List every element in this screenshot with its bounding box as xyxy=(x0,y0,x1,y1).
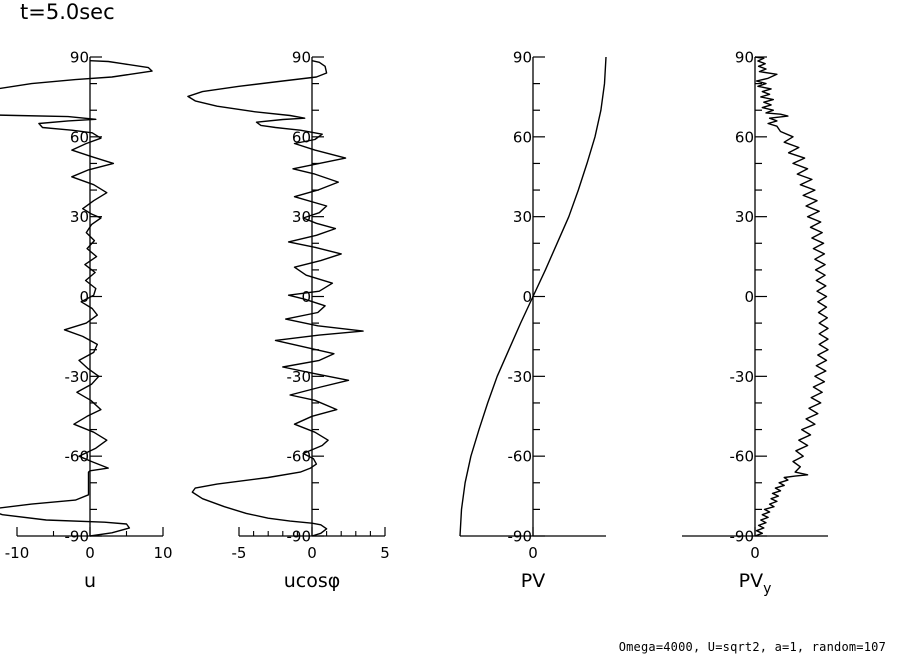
x-axis-title-ucos: ucosφ xyxy=(284,570,341,592)
y-tick-label-ucos: 0 xyxy=(301,288,311,306)
x-tick-label-u: 10 xyxy=(153,544,172,562)
series-line-ucos xyxy=(187,60,364,537)
y-tick-label-pv: 60 xyxy=(513,128,532,146)
y-tick-label-ucos: -60 xyxy=(287,448,312,466)
y-tick-label-ucos: 90 xyxy=(292,49,311,67)
y-tick-label-pv: 90 xyxy=(513,49,532,67)
y-tick-label-u: -90 xyxy=(65,528,90,546)
y-tick-label-pv: -60 xyxy=(508,448,533,466)
x-tick-label-ucos: 0 xyxy=(307,544,317,562)
y-tick-label-u: 60 xyxy=(70,128,89,146)
y-tick-label-u: -30 xyxy=(65,368,90,386)
x-tick-label-ucos: 5 xyxy=(380,544,390,562)
y-tick-label-u: 30 xyxy=(70,208,89,226)
series-line-pvy xyxy=(754,56,829,537)
y-tick-label-pv: 30 xyxy=(513,208,532,226)
y-tick-label-pvy: 90 xyxy=(735,49,754,67)
x-axis-title-u: u xyxy=(84,570,96,592)
y-tick-label-pvy: -30 xyxy=(730,368,755,386)
y-tick-label-u: 0 xyxy=(79,288,89,306)
x-axis-title-pvy: PVy xyxy=(739,570,772,597)
parameters-footer: Omega=4000, U=sqrt2, a=1, random=107 xyxy=(618,640,886,654)
time-title: t=5.0sec xyxy=(20,0,115,24)
y-tick-label-ucos: -90 xyxy=(287,528,312,546)
x-tick-label-pv: 0 xyxy=(528,544,538,562)
y-tick-label-pvy: 30 xyxy=(735,208,754,226)
x-tick-label-u: 0 xyxy=(85,544,95,562)
x-axis-title-pv: PV xyxy=(521,570,545,592)
y-tick-label-ucos: 30 xyxy=(292,208,311,226)
y-tick-label-pv: 0 xyxy=(522,288,532,306)
chart-u: 90 60 30 0 -30 -60 -90 -10 0 10 u xyxy=(0,49,173,592)
y-tick-label-pvy: -90 xyxy=(730,528,755,546)
y-tick-label-pv: -30 xyxy=(508,368,533,386)
y-tick-label-pvy: 60 xyxy=(735,128,754,146)
x-tick-label-u: -10 xyxy=(5,544,30,562)
y-tick-label-pvy: -60 xyxy=(730,448,755,466)
series-line-pv xyxy=(459,56,607,537)
series-line-u xyxy=(0,60,153,537)
y-tick-label-u: 90 xyxy=(70,49,89,67)
y-tick-label-u: -60 xyxy=(65,448,90,466)
y-tick-label-pvy: 0 xyxy=(744,288,754,306)
x-tick-label-ucos: -5 xyxy=(232,544,247,562)
x-tick-label-pvy: 0 xyxy=(750,544,760,562)
y-tick-label-pv: -90 xyxy=(508,528,533,546)
y-tick-label-ucos: -30 xyxy=(287,368,312,386)
